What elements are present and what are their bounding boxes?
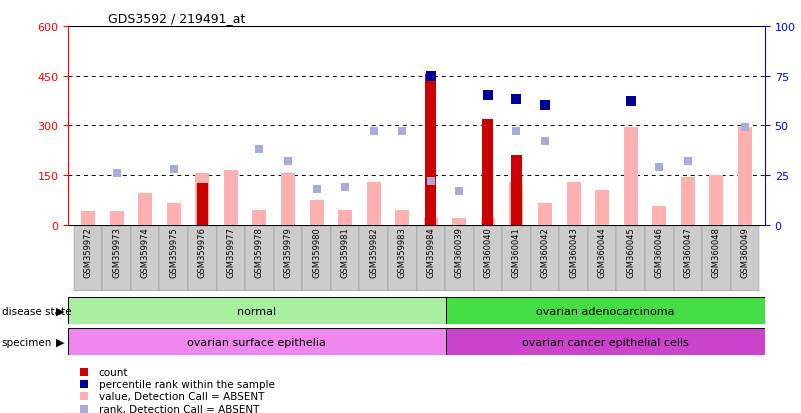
Text: disease state: disease state bbox=[2, 306, 71, 316]
Bar bbox=[645, 225, 674, 291]
Text: GSM359982: GSM359982 bbox=[369, 227, 378, 278]
Bar bbox=[509, 182, 524, 225]
Bar bbox=[216, 225, 245, 291]
Bar bbox=[445, 328, 765, 355]
Bar bbox=[531, 225, 559, 291]
Bar bbox=[167, 204, 181, 225]
Text: specimen: specimen bbox=[2, 337, 52, 347]
Bar bbox=[453, 218, 466, 225]
Bar bbox=[338, 210, 352, 225]
Text: GSM359976: GSM359976 bbox=[198, 227, 207, 278]
Bar bbox=[188, 225, 216, 291]
Text: ▶: ▶ bbox=[56, 306, 64, 316]
Text: GSM359972: GSM359972 bbox=[83, 227, 93, 278]
Bar bbox=[245, 225, 274, 291]
Bar bbox=[395, 210, 409, 225]
Text: ovarian adenocarcinoma: ovarian adenocarcinoma bbox=[536, 306, 674, 316]
Text: GSM359977: GSM359977 bbox=[227, 227, 235, 278]
Bar bbox=[425, 75, 437, 225]
Bar bbox=[197, 184, 207, 225]
Text: count: count bbox=[99, 367, 128, 377]
Bar bbox=[81, 212, 95, 225]
Text: GSM360043: GSM360043 bbox=[569, 227, 578, 278]
Bar bbox=[595, 190, 609, 225]
Text: GSM359984: GSM359984 bbox=[426, 227, 435, 278]
Text: GSM360047: GSM360047 bbox=[683, 227, 692, 278]
Bar bbox=[388, 225, 417, 291]
Bar bbox=[588, 225, 617, 291]
Bar bbox=[710, 176, 723, 225]
Bar bbox=[538, 204, 552, 225]
Text: GSM360042: GSM360042 bbox=[541, 227, 549, 278]
Text: GSM359975: GSM359975 bbox=[169, 227, 179, 278]
Bar bbox=[473, 225, 502, 291]
Text: GSM359974: GSM359974 bbox=[141, 227, 150, 278]
Bar bbox=[224, 171, 238, 225]
Text: percentile rank within the sample: percentile rank within the sample bbox=[99, 379, 275, 389]
Text: GSM360049: GSM360049 bbox=[740, 227, 750, 278]
Bar bbox=[302, 225, 331, 291]
Text: GSM359973: GSM359973 bbox=[112, 227, 121, 278]
Text: ovarian surface epithelia: ovarian surface epithelia bbox=[187, 337, 326, 347]
Text: value, Detection Call = ABSENT: value, Detection Call = ABSENT bbox=[99, 392, 264, 401]
Text: GSM360041: GSM360041 bbox=[512, 227, 521, 278]
Text: GSM360048: GSM360048 bbox=[712, 227, 721, 278]
Bar bbox=[566, 182, 581, 225]
Bar bbox=[481, 218, 495, 225]
Bar bbox=[681, 177, 694, 225]
Bar bbox=[417, 225, 445, 291]
Text: GSM359980: GSM359980 bbox=[312, 227, 321, 278]
Bar bbox=[502, 225, 531, 291]
Bar bbox=[674, 225, 702, 291]
Bar bbox=[331, 225, 360, 291]
Text: GSM359978: GSM359978 bbox=[255, 227, 264, 278]
Bar bbox=[445, 225, 473, 291]
Bar bbox=[367, 182, 380, 225]
Bar bbox=[252, 210, 267, 225]
Text: GSM360040: GSM360040 bbox=[484, 227, 493, 278]
Text: GSM359981: GSM359981 bbox=[340, 227, 349, 278]
Bar bbox=[159, 225, 188, 291]
Bar bbox=[195, 174, 209, 225]
Bar bbox=[110, 212, 123, 225]
Bar bbox=[68, 328, 445, 355]
Bar bbox=[617, 225, 645, 291]
Text: rank, Detection Call = ABSENT: rank, Detection Call = ABSENT bbox=[99, 404, 259, 413]
Bar bbox=[131, 225, 159, 291]
Text: ovarian cancer epithelial cells: ovarian cancer epithelial cells bbox=[521, 337, 689, 347]
Bar bbox=[424, 218, 438, 225]
Text: GSM360045: GSM360045 bbox=[626, 227, 635, 278]
Bar bbox=[702, 225, 731, 291]
Bar bbox=[482, 119, 493, 225]
Text: GSM360039: GSM360039 bbox=[455, 227, 464, 278]
Text: GDS3592 / 219491_at: GDS3592 / 219491_at bbox=[108, 12, 246, 25]
Bar bbox=[281, 174, 295, 225]
Text: normal: normal bbox=[237, 306, 276, 316]
Bar bbox=[274, 225, 302, 291]
Bar bbox=[139, 194, 152, 225]
Bar bbox=[652, 207, 666, 225]
Text: GSM359983: GSM359983 bbox=[398, 227, 407, 278]
Text: GSM360044: GSM360044 bbox=[598, 227, 606, 278]
Bar bbox=[74, 225, 103, 291]
Bar bbox=[360, 225, 388, 291]
Text: GSM360046: GSM360046 bbox=[654, 227, 664, 278]
Bar bbox=[68, 297, 445, 324]
Bar bbox=[103, 225, 131, 291]
Bar bbox=[559, 225, 588, 291]
Bar bbox=[511, 156, 522, 225]
Text: GSM359979: GSM359979 bbox=[284, 227, 292, 278]
Bar bbox=[731, 225, 759, 291]
Bar bbox=[738, 128, 752, 225]
Text: ▶: ▶ bbox=[56, 337, 64, 347]
Bar bbox=[309, 200, 324, 225]
Bar bbox=[624, 128, 638, 225]
Bar bbox=[445, 297, 765, 324]
